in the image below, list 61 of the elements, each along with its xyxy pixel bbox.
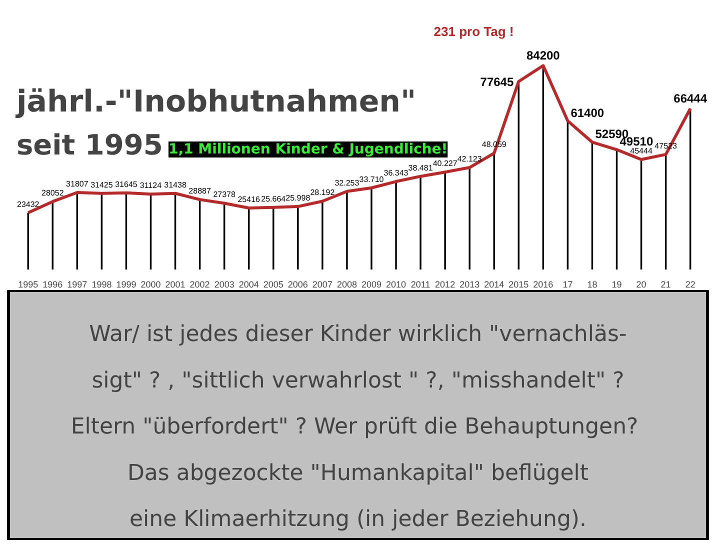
text: 231 pro Tag ! xyxy=(434,24,514,40)
text: sigt" ? , "sittlich verwahrlost " ?, "misshandelt" ? xyxy=(92,368,624,394)
data-label: 31425 xyxy=(90,180,114,190)
x-tick-label: 2009 xyxy=(361,280,382,290)
text: Das abgezockte "Humankapital" beflügelt xyxy=(127,460,589,486)
data-label: 36.343 xyxy=(384,168,409,178)
text: jährl.-"Inobhutnahmen" xyxy=(16,84,416,120)
data-label: 42.123 xyxy=(457,154,482,164)
x-tick-label: 1995 xyxy=(18,280,38,290)
x-tick-label: 2000 xyxy=(140,280,161,290)
data-label: 27378 xyxy=(213,190,236,200)
x-tick-label: 2005 xyxy=(263,280,284,290)
data-label: 66444 xyxy=(674,92,708,106)
data-label: 31645 xyxy=(115,180,138,189)
x-tick-label: 2012 xyxy=(435,280,456,290)
x-tick-label: 20 xyxy=(636,280,646,290)
data-label: 31807 xyxy=(66,179,89,188)
data-label: 28052 xyxy=(42,188,64,198)
x-tick-label: 2016 xyxy=(533,280,554,290)
data-label: 23432 xyxy=(17,200,40,209)
x-tick-label: 1998 xyxy=(92,280,112,290)
x-tick-label: 2001 xyxy=(165,280,186,290)
data-label: 33.710 xyxy=(359,174,384,184)
text: War/ ist jedes dieser Kinder wirklich "vernachläs- xyxy=(89,322,627,347)
x-tick-label: 2002 xyxy=(190,280,210,290)
x-tick-label: 2014 xyxy=(484,280,504,290)
x-tick-label: 17 xyxy=(562,280,573,290)
x-tick-label: 2015 xyxy=(508,280,529,290)
x-tick-label: 2010 xyxy=(386,280,406,290)
text: Eltern "überfordert" ? Wer prüft die Behauptungen? xyxy=(70,414,638,440)
annotation: 1,1 Millionen Kinder & Jugendliche! xyxy=(168,142,448,158)
x-tick-label: 2003 xyxy=(214,280,234,290)
data-label: 31124 xyxy=(140,181,162,190)
text: seit 1995 xyxy=(16,128,163,162)
data-label: 25.664 xyxy=(261,194,286,204)
x-tick-label: 19 xyxy=(612,280,622,290)
text: eine Klimaerhitzung (in jeder Beziehung). xyxy=(130,507,586,532)
data-label: 28.192 xyxy=(310,188,336,198)
data-label: 38.481 xyxy=(408,163,434,172)
x-tick-label: 2006 xyxy=(288,280,308,290)
data-label: 84200 xyxy=(526,48,560,63)
data-label: 45444 xyxy=(630,146,653,156)
data-label: 25416 xyxy=(238,194,261,204)
x-tick-label: 1996 xyxy=(42,280,63,290)
x-tick-label: 2007 xyxy=(312,280,332,290)
x-tick-label: 18 xyxy=(587,280,598,290)
x-tick-label: 22 xyxy=(685,280,696,290)
x-tick-label: 2008 xyxy=(336,280,357,290)
data-label: 32.253 xyxy=(334,178,360,188)
data-label: 28887 xyxy=(188,186,212,196)
x-tick-label: 2004 xyxy=(238,280,259,290)
data-label: 40.227 xyxy=(432,159,458,168)
x-tick-label: 1999 xyxy=(116,280,136,290)
x-tick-label: 2013 xyxy=(460,280,480,290)
data-label: 31438 xyxy=(164,180,187,190)
x-tick-label: 2011 xyxy=(410,280,430,290)
data-label: 25.998 xyxy=(286,194,311,203)
data-label: 77645 xyxy=(480,75,514,90)
x-tick-label: 1997 xyxy=(67,280,88,290)
data-label: 61400 xyxy=(570,106,604,120)
x-tick-label: 21 xyxy=(660,280,671,290)
